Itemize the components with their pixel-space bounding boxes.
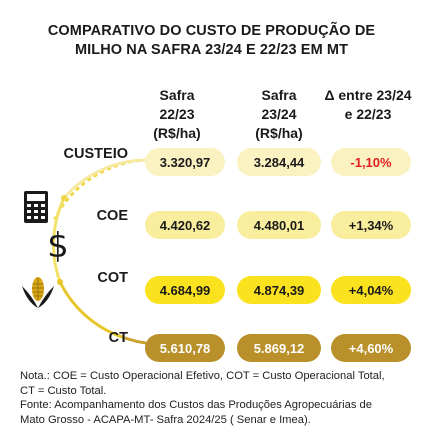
- delta-cell-cot: +4,04%: [331, 276, 411, 304]
- row-label-custeio: CUSTEIO: [63, 146, 128, 162]
- dollar-sign-icon: $: [47, 226, 69, 266]
- value-cell-coe-23-24: 4.480,01: [237, 211, 321, 239]
- delta-cell-custeio: -1,10%: [331, 148, 411, 176]
- delta-cell-ct: +4,60%: [331, 334, 411, 362]
- value-cell-coe-22-23: 4.420,62: [145, 211, 225, 239]
- chart-title: COMPARATIVO DO CUSTO DE PRODUÇÃO DE MILH…: [0, 22, 423, 60]
- footnote-line-1: Nota.: COE = Custo Operacional Efetivo, …: [20, 370, 385, 382]
- footnote-line-2: CT = Custo Total.: [20, 384, 107, 397]
- svg-text:$: $: [47, 226, 69, 266]
- source-line-1: Fonte: Acompanhamento dos Custos das Pro…: [20, 399, 373, 412]
- title-line-1: COMPARATIVO DO CUSTO DE PRODUÇÃO DE: [47, 23, 376, 39]
- value-cell-cot-23-24: 4.874,39: [237, 276, 321, 304]
- title-line-2: MILHO NA SAFRA 23/24 E 22/23 EM MT: [74, 42, 349, 58]
- value-cell-custeio-23-24: 3.284,44: [237, 148, 321, 176]
- value-cell-ct-22-23: 5.610,78: [145, 334, 225, 362]
- row-label-coe: COE: [96, 208, 128, 224]
- value-cell-ct-23-24: 5.869,12: [237, 334, 321, 362]
- row-label-ct: CT: [108, 330, 128, 346]
- value-cell-custeio-22-23: 3.320,97: [145, 148, 225, 176]
- source-line-2: Mato Grosso - ACAPA-MT- Safra 2024/25 ( …: [20, 413, 311, 426]
- footnote: Nota.: COE = Custo Operacional Efetivo, …: [20, 369, 420, 427]
- column-header-safra-23-24: Safra 23/24 (R$/ha): [255, 87, 303, 141]
- value-cell-cot-22-23: 4.684,99: [145, 276, 225, 304]
- row-label-cot: COT: [97, 270, 128, 286]
- calculator-icon: [24, 191, 48, 223]
- delta-cell-coe: +1,34%: [331, 211, 411, 239]
- corn-icon: [22, 277, 54, 308]
- column-header-delta: Δ entre 23/24 e 22/23: [324, 87, 412, 122]
- column-header-safra-22-23: Safra 22/23 (R$/ha): [153, 87, 201, 141]
